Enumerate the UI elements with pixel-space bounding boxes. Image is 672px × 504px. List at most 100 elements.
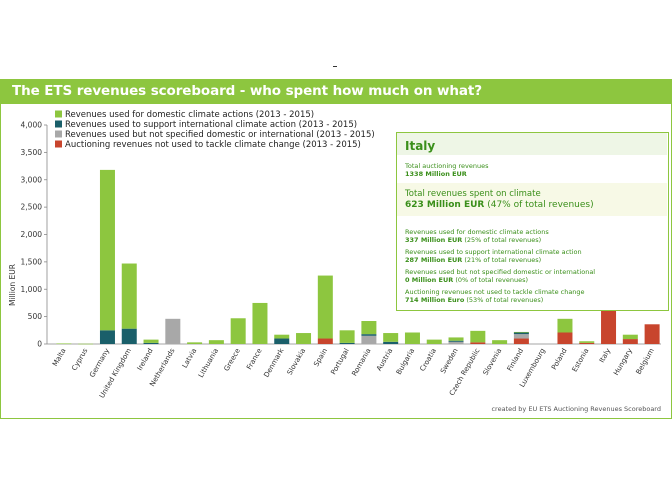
- bar-segment[interactable]: [513, 332, 529, 335]
- info-total-auction-value: 1338 Million EUR: [405, 170, 467, 178]
- bar-segment[interactable]: [426, 339, 442, 344]
- bar-segment[interactable]: [513, 334, 529, 339]
- x-tick-label: Italy: [598, 347, 613, 364]
- info-unspecified-value: 0 Million EUR (0% of total revenues): [405, 276, 529, 284]
- scoreboard-card: The ETS revenues scoreboard - who spent …: [0, 79, 672, 419]
- bar-segment[interactable]: [383, 333, 399, 342]
- bar-segment[interactable]: [361, 321, 377, 335]
- bar-segment[interactable]: [383, 341, 399, 344]
- y-tick-label: 500: [28, 312, 43, 321]
- bar-segment[interactable]: [121, 263, 137, 329]
- info-highlight: [397, 183, 667, 216]
- y-tick-label: 0: [37, 340, 42, 349]
- x-tick-label: France: [245, 347, 264, 371]
- bar-segment[interactable]: [165, 318, 181, 344]
- bar-segment[interactable]: [99, 330, 115, 344]
- bar-segment[interactable]: [361, 335, 377, 344]
- bar-segment[interactable]: [448, 340, 464, 342]
- bar-segment[interactable]: [230, 318, 246, 344]
- bar-segment[interactable]: [99, 169, 115, 331]
- x-tick-label: Bulgaria: [395, 347, 416, 376]
- bar-segment[interactable]: [404, 332, 420, 344]
- info-unspecified-label: Revenues used but not specified domestic…: [405, 268, 596, 276]
- x-tick-label: Ireland: [136, 347, 155, 372]
- bar-segment[interactable]: [470, 330, 486, 343]
- bar-segment[interactable]: [187, 342, 203, 344]
- title-bar: The ETS revenues scoreboard - who spent …: [1, 80, 671, 104]
- bar-segment[interactable]: [339, 330, 355, 343]
- legend-swatch: [55, 120, 62, 128]
- legend-label: Revenues used for domestic climate actio…: [65, 110, 314, 120]
- info-total-climate-label: Total revenues spent on climate: [405, 189, 541, 199]
- bar-segment[interactable]: [470, 342, 486, 344]
- bar-segment[interactable]: [252, 302, 268, 344]
- bar-segment[interactable]: [361, 334, 377, 336]
- bar-segment[interactable]: [448, 341, 464, 344]
- bar-segment[interactable]: [78, 343, 94, 345]
- bar-segment[interactable]: [317, 338, 333, 344]
- x-tick-label: Germany: [88, 347, 111, 379]
- x-tick-label: Belgium: [635, 347, 656, 376]
- info-total-climate-value: 623 Million EUR (47% of total revenues): [405, 200, 594, 210]
- credit-text: created by EU ETS Auctioning Revenues Sc…: [491, 405, 661, 413]
- y-tick-label: 2,500: [21, 203, 43, 212]
- x-tick-label: Portugal: [329, 347, 350, 376]
- x-tick-label: Slovakia: [286, 347, 308, 376]
- y-tick-label: 1,000: [21, 285, 43, 294]
- y-tick-label: 1,500: [21, 257, 43, 266]
- bar-segment[interactable]: [208, 340, 224, 344]
- bar-segment[interactable]: [579, 341, 595, 343]
- x-tick-label: Croatia: [418, 347, 438, 373]
- x-tick-label: Hungary: [612, 347, 634, 377]
- bar-segment[interactable]: [601, 304, 617, 344]
- x-tick-label: Estonia: [571, 347, 591, 373]
- bar-segment[interactable]: [513, 338, 529, 344]
- bar-segment[interactable]: [513, 331, 529, 333]
- x-tick-label: Romania: [350, 347, 372, 378]
- legend-label: Revenues used but not specified domestic…: [65, 130, 375, 140]
- chart-legend: Revenues used for domestic climate actio…: [55, 110, 375, 150]
- x-tick-label: Sweden: [439, 347, 460, 375]
- top-dash: [333, 66, 337, 67]
- bar-segment[interactable]: [317, 275, 333, 339]
- bar-segment[interactable]: [622, 339, 638, 344]
- x-tick-label: Denmark: [262, 346, 285, 379]
- country-info-box: Italy Total auctioning revenues 1338 Mil…: [396, 132, 669, 311]
- bar-segment[interactable]: [296, 333, 312, 344]
- legend-label: Revenues used to support international c…: [65, 120, 357, 130]
- bar-segment[interactable]: [448, 337, 464, 341]
- x-tick-label: Latvia: [181, 347, 199, 369]
- bar-segment[interactable]: [143, 342, 159, 344]
- legend-label: Auctioning revenues not used to tackle c…: [65, 140, 361, 150]
- x-tick-label: Poland: [550, 347, 569, 371]
- bar-segment[interactable]: [557, 332, 573, 344]
- bar-segment[interactable]: [557, 318, 573, 333]
- x-tick-label: Spain: [312, 347, 329, 368]
- y-tick-label: 3,000: [21, 175, 43, 184]
- info-not-climate-value: 714 Million Euro (53% of total revenues): [405, 296, 544, 304]
- x-tick-label: Slovenia: [482, 347, 504, 377]
- bar-segment[interactable]: [56, 343, 72, 345]
- bar-segment[interactable]: [644, 324, 660, 344]
- y-tick-label: 4,000: [21, 121, 43, 130]
- x-tick-label: Finland: [506, 347, 525, 373]
- bar-segment[interactable]: [143, 339, 159, 343]
- bar-segment[interactable]: [492, 340, 508, 344]
- bar-segment[interactable]: [339, 342, 355, 344]
- x-tick-label: Greece: [223, 347, 242, 373]
- bar-segment[interactable]: [622, 334, 638, 340]
- bar-segment[interactable]: [274, 334, 290, 339]
- x-tick-label: Lithuania: [197, 347, 220, 379]
- bar-segment[interactable]: [121, 328, 137, 344]
- bar-chart: 0 500 1,000 1,500 2,000 2,500 3,000 3,500 4,000 M…: [8, 110, 661, 400]
- info-international-label: Revenues used to support international c…: [405, 248, 582, 256]
- x-tick-label: Cyprus: [70, 347, 89, 372]
- bar-segment[interactable]: [274, 338, 290, 344]
- info-domestic-value: 337 Million EUR (25% of total revenues): [405, 236, 542, 244]
- y-axis-label: Million EUR: [8, 264, 17, 306]
- bar-segment[interactable]: [579, 342, 595, 344]
- legend-swatch: [55, 130, 62, 138]
- x-tick-label: Austria: [375, 347, 394, 372]
- info-domestic-label: Revenues used for domestic climate actio…: [405, 228, 549, 236]
- y-tick-label: 2,000: [21, 230, 43, 239]
